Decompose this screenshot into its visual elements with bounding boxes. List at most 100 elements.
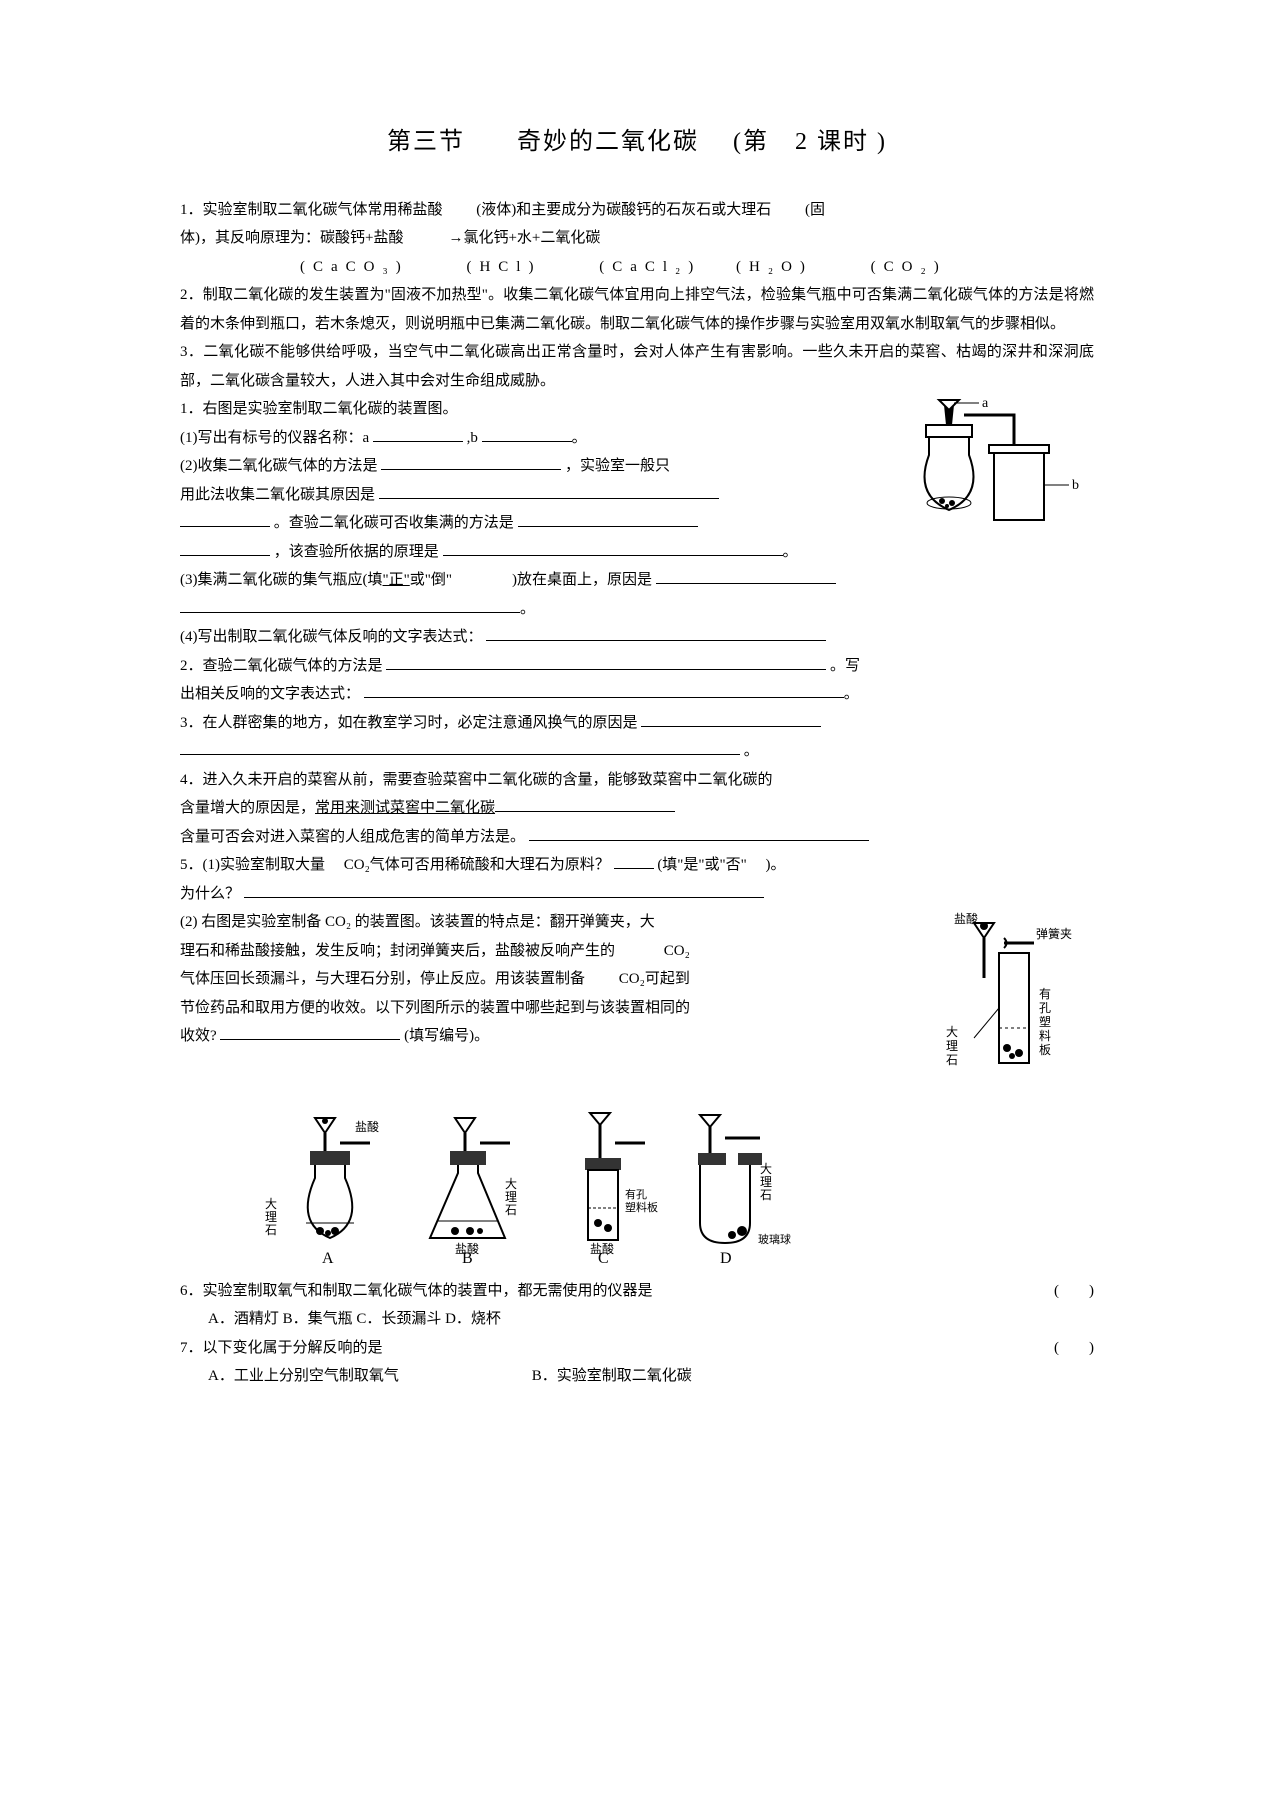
p2: 2．制取二氧化碳的发生装置为"固液不加热型"。收集二氧化碳气体宜用向上排空气法，… xyxy=(180,281,1094,338)
q7b-text: B．实验室制取二氧化碳 xyxy=(532,1368,692,1384)
q1-2e-text: ，该查验所依据的原理是 xyxy=(274,544,439,560)
q1-3-cont: 。 xyxy=(180,595,1094,624)
blank[interactable] xyxy=(220,1024,400,1040)
blank[interactable] xyxy=(180,511,270,527)
q5-2e-text: 收效? xyxy=(180,1028,217,1044)
svg-text:大: 大 xyxy=(265,1197,277,1211)
svg-text:料: 料 xyxy=(1039,1029,1051,1043)
q4c: 含量可否会对进入菜窖的人组成危害的简单方法是。 xyxy=(180,823,1094,852)
blank[interactable] xyxy=(373,426,463,442)
blank[interactable] xyxy=(244,882,764,898)
q1-4-text: (4)写出制取二氧化碳气体反响的文字表达式： xyxy=(180,629,483,645)
q2: 2．查验二氧化碳气体的方法是 。写 xyxy=(180,652,1094,681)
q4b: 含量增大的原因是，常用来测试菜窖中二氧化碳 xyxy=(180,794,1094,823)
answer-paren[interactable]: ( ) xyxy=(1044,1334,1094,1363)
q1-1a-text: (1)写出有标号的仪器名称：a xyxy=(180,430,369,446)
q1-1b-text: ,b xyxy=(467,430,478,446)
svg-text:D: D xyxy=(720,1250,732,1267)
q1-3b-text: 或"倒" )放在桌面上，原因是 xyxy=(410,572,652,588)
svg-text:石: 石 xyxy=(265,1223,277,1237)
svg-text:理: 理 xyxy=(946,1039,958,1053)
q2c-text: 出相关反响的文字表达式： xyxy=(180,686,360,702)
blank[interactable] xyxy=(379,483,719,499)
answer-paren[interactable]: ( ) xyxy=(1044,1277,1094,1306)
blank[interactable] xyxy=(614,853,654,869)
q2c: 出相关反响的文字表达式： 。 xyxy=(180,680,1094,709)
svg-text:板: 板 xyxy=(1039,1043,1051,1057)
q3: 3．在人群密集的地方，如在教室学习时，必定注意通风换气的原因是 xyxy=(180,709,1094,738)
blank[interactable] xyxy=(180,739,740,755)
svg-text:理: 理 xyxy=(760,1175,772,1189)
svg-text:有: 有 xyxy=(1039,987,1051,1001)
svg-text:盐酸: 盐酸 xyxy=(355,1119,379,1134)
q4c-text: 含量可否会对进入菜窖的人组成危害的简单方法是。 xyxy=(180,829,525,845)
q6-options: A．酒精灯 B．集气瓶 C．长颈漏斗 D．烧杯 xyxy=(180,1305,1094,1334)
q1-3a-text: (3)集满二氧化碳的集气瓶应(填 xyxy=(180,572,383,588)
figure-apparatus-1: a b xyxy=(894,395,1094,546)
q1-2b-text: ，实验室一般只 xyxy=(565,458,670,474)
q5-2f-text: (填写编号)。 xyxy=(404,1028,489,1044)
blank[interactable] xyxy=(641,711,821,727)
q1-3-underline: "正" xyxy=(383,572,410,588)
q5-1a-text: 5．(1)实验室制取大量 CO₂气体可否用稀硫酸和大理石为原料？ xyxy=(180,857,610,873)
q1-2c-text: 用此法收集二氧化碳其原因是 xyxy=(180,487,375,503)
q7-text: 7．以下变化属于分解反响的是 xyxy=(180,1334,383,1363)
q4a: 4．进入久未开启的菜窖从前，需要查验菜窖中二氧化碳的含量，能够致菜窖中二氧化碳的 xyxy=(180,766,1094,795)
q1-2a-text: (2)收集二氧化碳气体的方法是 xyxy=(180,458,378,474)
svg-text:有孔: 有孔 xyxy=(625,1187,647,1201)
q3cont: 。 xyxy=(180,737,1094,766)
q5-1b-text: (填"是"或"否" )。 xyxy=(657,857,785,873)
svg-text:B: B xyxy=(462,1250,473,1267)
svg-text:玻璃球: 玻璃球 xyxy=(758,1232,791,1246)
p1c: (CaCO₃) (HCl) (CaCl₂) (H₂O) (CO₂) xyxy=(180,253,1094,282)
svg-text:塑料板: 塑料板 xyxy=(625,1200,658,1214)
q1-3: (3)集满二氧化碳的集气瓶应(填"正"或"倒" )放在桌面上，原因是 xyxy=(180,566,1094,595)
q1-4: (4)写出制取二氧化碳气体反响的文字表达式： xyxy=(180,623,1094,652)
svg-text:弹簧夹: 弹簧夹 xyxy=(1036,926,1072,941)
figure-apparatus-2: 盐酸 弹簧夹 大 理 石 有 孔 塑 料 板 xyxy=(944,908,1094,1099)
blank[interactable] xyxy=(364,682,844,698)
q7: 7．以下变化属于分解反响的是 ( ) xyxy=(180,1334,1094,1363)
q5-1c-text: 为什么？ xyxy=(180,886,240,902)
blank[interactable] xyxy=(381,454,561,470)
blank[interactable] xyxy=(518,511,698,527)
svg-text:理: 理 xyxy=(505,1190,517,1204)
blank[interactable] xyxy=(482,426,572,442)
svg-text:塑: 塑 xyxy=(1039,1014,1051,1029)
svg-text:大: 大 xyxy=(946,1025,958,1039)
blank[interactable] xyxy=(486,625,826,641)
svg-text:C: C xyxy=(598,1250,609,1267)
q2a-text: 2．查验二氧化碳气体的方法是 xyxy=(180,658,383,674)
blank[interactable] xyxy=(386,654,826,670)
q5-1: 5．(1)实验室制取大量 CO₂气体可否用稀硫酸和大理石为原料？ (填"是"或"… xyxy=(180,851,1094,880)
blank[interactable] xyxy=(180,597,520,613)
blank[interactable] xyxy=(443,540,783,556)
q4b-text: 含量增大的原因是， xyxy=(180,800,315,816)
p3: 3．二氧化碳不能够供给呼吸，当空气中二氧化碳高出正常含量时，会对人体产生有害影响… xyxy=(180,338,1094,395)
svg-text:大: 大 xyxy=(760,1162,772,1176)
figure-row-abcd: 盐酸 大理石 A 大理石 盐酸 B 有孔塑料板 盐酸 C 大理石 xyxy=(260,1103,1094,1273)
svg-text:A: A xyxy=(322,1250,334,1267)
svg-text:石: 石 xyxy=(760,1188,772,1202)
svg-text:理: 理 xyxy=(265,1210,277,1224)
svg-text:孔: 孔 xyxy=(1039,1001,1051,1015)
blank[interactable] xyxy=(180,540,270,556)
q1-2d-text: 。查验二氧化碳可否收集满的方法是 xyxy=(274,515,514,531)
p1b: 体)，其反响原理为：碳酸钙+盐酸 →氯化钙+水+二氧化碳 xyxy=(180,224,1094,253)
blank[interactable] xyxy=(656,568,836,584)
q2b-text: 。写 xyxy=(830,658,860,674)
q4-underline: 常用来测试菜窖中二氧化碳 xyxy=(315,800,495,816)
svg-text:石: 石 xyxy=(946,1053,958,1067)
q7a-text: A．工业上分别空气制取氧气 xyxy=(208,1362,528,1391)
blank[interactable] xyxy=(495,796,675,812)
q6: 6．实验室制取氧气和制取二氧化碳气体的装置中，都无需使用的仪器是 ( ) xyxy=(180,1277,1094,1306)
q7-options: A．工业上分别空气制取氧气 B．实验室制取二氧化碳 xyxy=(180,1362,1094,1391)
blank[interactable] xyxy=(529,825,869,841)
svg-text:a: a xyxy=(982,396,989,411)
title: 第三节 奇妙的二氧化碳 (第 2 课时 ) xyxy=(180,120,1094,166)
svg-text:大: 大 xyxy=(505,1177,517,1191)
svg-text:石: 石 xyxy=(505,1203,517,1217)
p1a: 1．实验室制取二氧化碳气体常用稀盐酸 (液体)和主要成分为碳酸钙的石灰石或大理石… xyxy=(180,196,1094,225)
q5-1c: 为什么？ xyxy=(180,880,1094,909)
q3a-text: 3．在人群密集的地方，如在教室学习时，必定注意通风换气的原因是 xyxy=(180,715,638,731)
